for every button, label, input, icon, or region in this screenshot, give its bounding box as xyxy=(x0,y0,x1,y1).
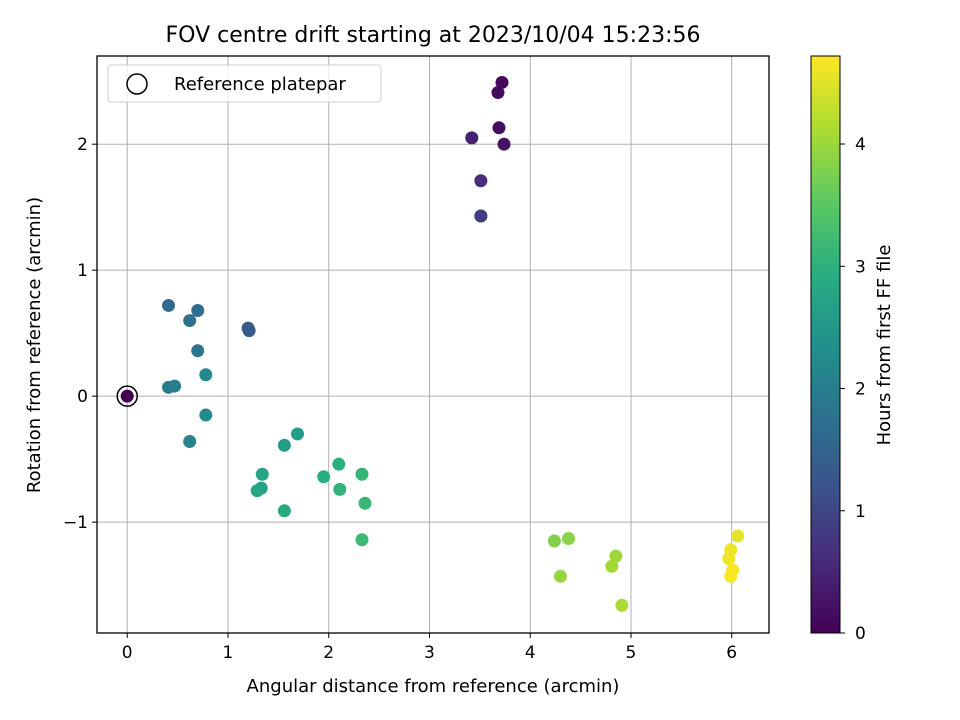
data-point xyxy=(609,549,623,563)
x-axis-ticks: 0 1 2 3 4 5 6 xyxy=(122,633,737,663)
y-axis-ticks: −1 0 1 2 xyxy=(63,135,97,533)
data-point xyxy=(495,75,509,89)
x-tick-label: 2 xyxy=(323,643,334,663)
colorbar-gradient xyxy=(810,55,841,634)
data-point xyxy=(355,533,369,547)
data-point xyxy=(290,427,304,441)
x-tick-label: 5 xyxy=(626,643,637,663)
colorbar-tick-label: 1 xyxy=(855,502,866,522)
colorbar: 0 1 2 3 4 Hours from first FF file xyxy=(810,55,895,644)
data-point xyxy=(277,438,291,452)
data-point xyxy=(474,209,488,223)
data-point xyxy=(474,174,488,188)
colorbar-label: Hours from first FF file xyxy=(874,245,895,446)
x-axis-label: Angular distance from reference (arcmin) xyxy=(247,676,620,697)
data-point xyxy=(199,408,213,422)
data-point xyxy=(722,552,736,566)
data-point xyxy=(162,298,176,312)
legend-marker xyxy=(126,73,148,95)
scatter-points xyxy=(120,75,745,612)
grid xyxy=(97,56,769,633)
plot-frame xyxy=(96,55,770,634)
data-point xyxy=(332,457,346,471)
y-tick-label: 0 xyxy=(77,387,88,407)
legend: Reference platepar xyxy=(107,64,382,103)
data-point xyxy=(724,569,738,583)
y-tick-label: 2 xyxy=(77,135,88,155)
data-point xyxy=(317,470,331,484)
legend-box xyxy=(107,64,382,103)
reference-marker xyxy=(116,385,138,407)
data-point xyxy=(355,467,369,481)
data-point xyxy=(199,368,213,382)
reference-point-marker xyxy=(116,385,138,407)
data-point xyxy=(731,529,745,543)
x-tick-label: 4 xyxy=(525,643,536,663)
data-point xyxy=(333,482,347,496)
data-point xyxy=(168,379,182,393)
colorbar-tick-label: 2 xyxy=(855,380,866,400)
data-point xyxy=(491,86,505,100)
chart-title: FOV centre drift starting at 2023/10/04 … xyxy=(166,23,701,48)
data-point xyxy=(183,314,197,328)
data-point xyxy=(120,389,134,403)
x-tick-label: 3 xyxy=(424,643,435,663)
data-point xyxy=(242,324,256,338)
colorbar-tick-label: 3 xyxy=(855,257,866,277)
legend-label: Reference platepar xyxy=(174,74,346,95)
colorbar-tick-label: 4 xyxy=(855,135,866,155)
data-point xyxy=(547,534,561,548)
y-tick-label: −1 xyxy=(63,513,88,533)
data-point xyxy=(605,559,619,573)
x-tick-label: 6 xyxy=(726,643,737,663)
data-point xyxy=(277,504,291,518)
data-point xyxy=(492,121,506,135)
data-point xyxy=(191,344,205,358)
data-point xyxy=(615,598,629,612)
data-point xyxy=(465,131,479,145)
data-point xyxy=(358,496,372,510)
y-axis-label: Rotation from reference (arcmin) xyxy=(24,197,45,493)
y-tick-label: 1 xyxy=(77,261,88,281)
data-point xyxy=(255,467,269,481)
colorbar-ticks: 0 1 2 3 4 xyxy=(840,135,866,644)
data-point xyxy=(562,532,576,546)
x-tick-label: 1 xyxy=(223,643,234,663)
data-point xyxy=(191,303,205,317)
colorbar-tick-label: 0 xyxy=(855,624,866,644)
data-point xyxy=(553,569,567,583)
x-tick-label: 0 xyxy=(122,643,133,663)
data-point xyxy=(497,137,511,151)
data-point xyxy=(250,484,264,498)
data-point xyxy=(183,435,197,449)
